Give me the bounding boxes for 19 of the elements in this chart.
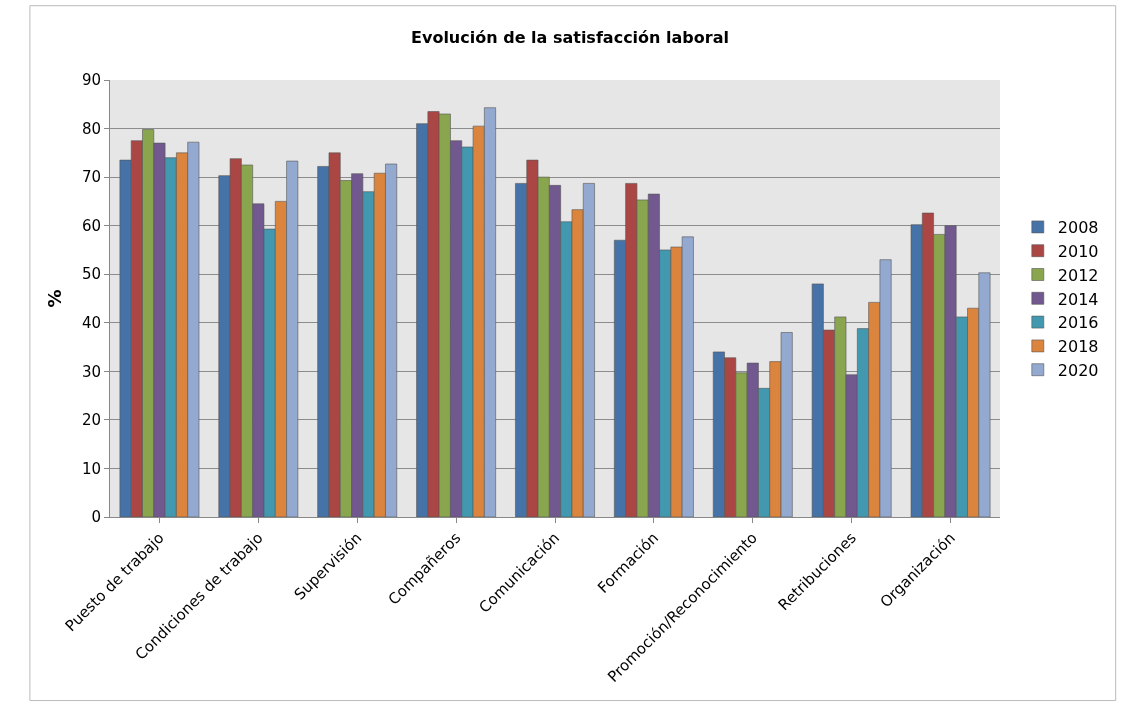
legend-label: 2016: [1057, 313, 1099, 333]
y-tick-label: 50: [81, 265, 101, 284]
y-tick-label: 30: [81, 362, 101, 381]
chart-title: Evolución de la satisfacción laboral: [411, 27, 729, 47]
legend-label: 2012: [1057, 265, 1099, 285]
legend-label: 2020: [1057, 360, 1099, 380]
y-tick-label: 60: [81, 216, 101, 235]
y-tick-label: 70: [81, 168, 101, 187]
y-tick-label: 10: [81, 459, 101, 478]
legend-label: 2008: [1057, 218, 1099, 238]
y-tick-label: 20: [81, 411, 101, 430]
legend-label: 2010: [1057, 241, 1099, 261]
legend-label: 2018: [1057, 337, 1099, 357]
y-tick-label: 40: [81, 314, 101, 333]
y-tick-label: 80: [81, 119, 101, 138]
y-axis-title: %: [44, 289, 66, 308]
legend-label: 2014: [1057, 289, 1099, 309]
y-tick-label: 90: [81, 71, 101, 90]
y-tick-label: 0: [91, 508, 101, 527]
